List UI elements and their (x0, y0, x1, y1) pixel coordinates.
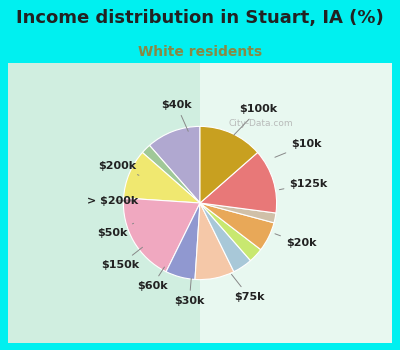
Text: $50k: $50k (98, 223, 134, 238)
Text: $40k: $40k (161, 100, 192, 131)
Wedge shape (200, 203, 276, 223)
Bar (0, 63, 8, 350)
Wedge shape (200, 126, 258, 203)
Wedge shape (123, 198, 200, 272)
Text: $60k: $60k (137, 267, 168, 291)
Bar (392, 63, 400, 350)
Bar (0, 343, 400, 350)
Wedge shape (200, 203, 250, 272)
Wedge shape (142, 145, 200, 203)
Wedge shape (200, 203, 274, 250)
Wedge shape (195, 203, 234, 280)
Text: > $200k: > $200k (87, 196, 138, 206)
Text: $75k: $75k (232, 274, 264, 302)
Wedge shape (124, 153, 200, 203)
Text: $10k: $10k (275, 140, 322, 157)
Wedge shape (200, 203, 261, 261)
Text: $20k: $20k (275, 234, 316, 248)
Text: City-Data.com: City-Data.com (228, 119, 293, 128)
Text: $150k: $150k (101, 247, 142, 270)
Text: Income distribution in Stuart, IA (%): Income distribution in Stuart, IA (%) (16, 9, 384, 27)
Wedge shape (200, 153, 277, 213)
Text: $100k: $100k (234, 104, 278, 135)
Text: $200k: $200k (98, 161, 139, 175)
Wedge shape (166, 203, 200, 279)
Text: White residents: White residents (138, 45, 262, 59)
Text: $125k: $125k (279, 179, 328, 190)
Text: $30k: $30k (174, 278, 204, 306)
Wedge shape (150, 126, 200, 203)
